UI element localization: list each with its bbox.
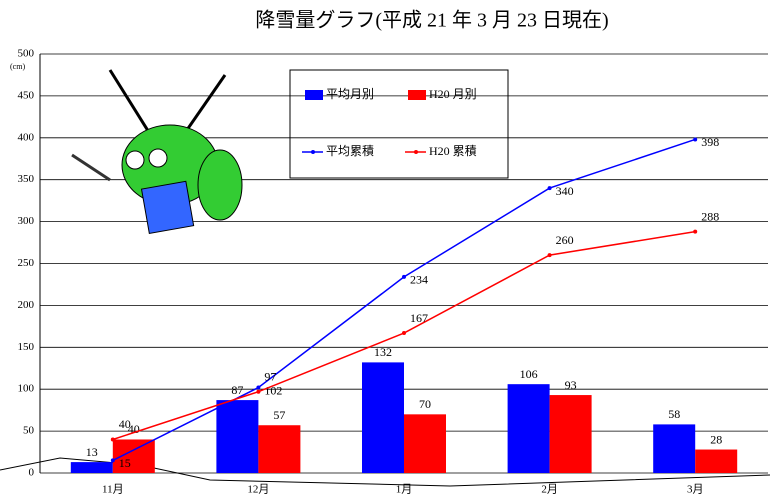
- y-unit: (cm): [10, 62, 25, 71]
- line-point: [402, 275, 406, 279]
- bar-label: 57: [273, 408, 285, 422]
- bar: [71, 462, 113, 473]
- line-label: 288: [701, 209, 719, 223]
- line-point: [256, 390, 260, 394]
- bar-label: 13: [86, 445, 98, 459]
- bar: [508, 384, 550, 473]
- bar: [550, 395, 592, 473]
- legend-swatch: [311, 150, 315, 154]
- line-point: [693, 230, 697, 234]
- x-tick-label: 11月: [102, 484, 124, 496]
- y-tick-label: 350: [18, 173, 35, 185]
- line-point: [693, 137, 697, 141]
- bar: [258, 425, 300, 473]
- line-label: 260: [556, 233, 574, 247]
- line-point: [402, 331, 406, 335]
- bar: [695, 450, 737, 473]
- legend-label: H20 累積: [429, 143, 477, 158]
- line-label: 234: [410, 273, 428, 287]
- line-point: [256, 386, 260, 390]
- legend-swatch: [414, 150, 418, 154]
- y-tick-label: 250: [18, 257, 35, 269]
- y-tick-label: 0: [29, 467, 35, 479]
- line-label: 97: [264, 369, 276, 383]
- line-label: 340: [556, 184, 574, 198]
- x-tick-label: 12月: [247, 484, 269, 496]
- legend-label: 平均月別: [326, 87, 374, 101]
- y-tick-label: 300: [18, 215, 35, 227]
- y-tick-label: 400: [18, 131, 35, 143]
- line-point: [548, 253, 552, 257]
- line-label: 15: [119, 456, 131, 470]
- bar-label: 132: [374, 345, 392, 359]
- y-tick-label: 450: [18, 89, 35, 101]
- bar-label: 106: [520, 367, 538, 381]
- line-point: [548, 186, 552, 190]
- chart: 降雪量グラフ(平成 21 年 3 月 23 日現在) (cm) 0 50 100 15…: [0, 0, 784, 499]
- chart-title: 降雪量グラフ(平成 21 年 3 月 23 日現在): [255, 9, 608, 32]
- line-point: [111, 458, 115, 462]
- bar: [404, 414, 446, 473]
- legend-swatch: [305, 90, 323, 100]
- mascot: [72, 70, 242, 233]
- legend-label: 平均累積: [326, 143, 374, 158]
- x-tick-label: 1月: [396, 484, 413, 496]
- legend-swatch: [408, 90, 426, 100]
- y-tick-label: 50: [23, 425, 35, 437]
- legend-label: H20 月別: [429, 87, 477, 101]
- line-label: 398: [701, 135, 719, 149]
- bar: [362, 362, 404, 473]
- y-tick-label: 150: [18, 341, 35, 353]
- bar-label: 70: [419, 397, 431, 411]
- x-tick-label: 2月: [541, 484, 558, 496]
- line-label: 40: [119, 417, 131, 431]
- bar-label: 28: [710, 432, 722, 446]
- line-point: [111, 437, 115, 441]
- bar-label: 58: [668, 407, 680, 421]
- line-label: 167: [410, 311, 428, 325]
- bar: [216, 400, 258, 473]
- bar-label: 93: [565, 378, 577, 392]
- bar-label: 87: [231, 383, 243, 397]
- bar: [653, 424, 695, 473]
- x-tick-label: 3月: [687, 484, 704, 496]
- y-tick-label: 500: [18, 48, 35, 60]
- y-tick-label: 200: [18, 299, 35, 311]
- y-tick-label: 100: [18, 383, 35, 395]
